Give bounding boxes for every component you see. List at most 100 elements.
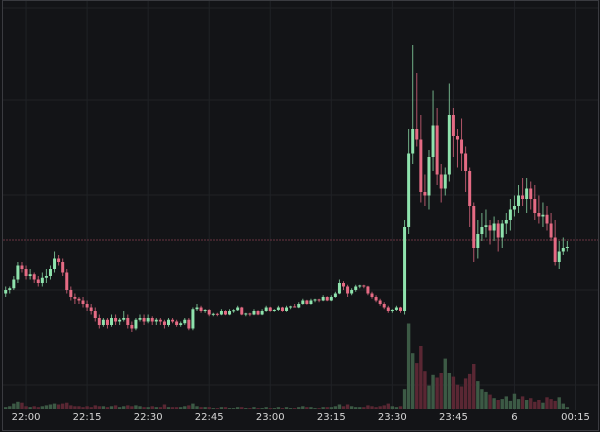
candle-body xyxy=(390,309,394,311)
volume-bar xyxy=(105,407,110,409)
volume-bar xyxy=(81,407,85,409)
volume-bar xyxy=(134,405,138,409)
candle xyxy=(415,73,419,147)
candle xyxy=(549,213,553,241)
candle-body xyxy=(350,290,354,294)
candle xyxy=(61,258,65,276)
candle-body xyxy=(203,309,207,311)
candle-body xyxy=(272,309,276,311)
volume-bar xyxy=(398,406,403,409)
candle-body xyxy=(93,311,97,318)
candle xyxy=(85,300,89,311)
candle xyxy=(394,305,398,311)
candle xyxy=(167,318,170,327)
volume-bar xyxy=(60,403,65,409)
candle-body xyxy=(211,313,215,315)
grid-lines xyxy=(3,0,598,410)
volume-bar xyxy=(386,403,390,409)
volume-bar xyxy=(329,407,333,409)
candle-body xyxy=(403,227,407,311)
volume-bar xyxy=(24,406,28,409)
x-tick-label: 22:45 xyxy=(195,412,224,423)
candle-body xyxy=(236,307,240,311)
candle xyxy=(561,237,565,255)
candle xyxy=(484,209,488,238)
volume-bar xyxy=(419,346,423,409)
candle xyxy=(252,309,256,316)
candle-body xyxy=(20,265,24,269)
candle-body xyxy=(382,304,386,308)
candle-body xyxy=(508,209,512,220)
candle-body xyxy=(439,174,443,189)
volume-bar xyxy=(390,406,395,409)
candle-body xyxy=(256,311,260,315)
candle xyxy=(122,311,126,322)
candle-body xyxy=(150,318,154,322)
volume-bar xyxy=(65,402,69,409)
candle xyxy=(187,318,191,331)
candle xyxy=(342,281,346,290)
candle-body xyxy=(366,286,370,294)
candle-body xyxy=(325,297,329,301)
candle xyxy=(443,167,447,196)
candle-body xyxy=(40,277,44,283)
volume-bar xyxy=(476,381,480,409)
volume-bar xyxy=(415,363,419,409)
volume-bar xyxy=(12,403,16,409)
candle xyxy=(455,129,459,168)
candles xyxy=(4,45,569,332)
candle xyxy=(32,272,36,283)
candle-body xyxy=(484,225,488,227)
volume-bar xyxy=(113,405,118,409)
candle xyxy=(382,302,386,310)
candle xyxy=(350,288,354,296)
volume-bar xyxy=(162,404,167,409)
candle-body xyxy=(171,319,175,322)
volume-bar xyxy=(170,407,175,409)
volume-bar xyxy=(370,406,374,409)
volume-bar xyxy=(333,406,338,409)
candle xyxy=(366,285,370,296)
volume-bar xyxy=(272,408,277,409)
candle xyxy=(8,286,12,294)
volume-bar xyxy=(561,403,565,409)
candle xyxy=(468,167,472,227)
time-axis[interactable]: 22:00 22:15 22:30 22:45 23:00 23:15 23:30 23:45… xyxy=(12,412,590,423)
candle-body xyxy=(561,248,565,252)
volume-bar xyxy=(545,397,549,409)
candle xyxy=(256,310,260,316)
candle-body xyxy=(53,258,57,269)
candle xyxy=(476,220,480,259)
candle-body xyxy=(276,307,280,310)
volume-bar xyxy=(451,376,456,409)
candle-body xyxy=(61,262,65,273)
volume-bar xyxy=(69,405,73,409)
candle xyxy=(89,304,93,315)
candle xyxy=(346,284,350,297)
candle-body xyxy=(244,313,248,315)
volume-bar xyxy=(28,407,32,409)
volume-bar xyxy=(508,400,513,409)
candle-body xyxy=(549,223,553,238)
volume-bar xyxy=(138,406,142,409)
volume-bar xyxy=(154,407,158,409)
volume-bar xyxy=(402,389,407,409)
candle xyxy=(537,195,541,224)
candle xyxy=(492,216,496,241)
volume-bar xyxy=(150,406,154,409)
candle-body xyxy=(240,307,244,315)
volume-bar xyxy=(358,407,362,409)
candle-body xyxy=(553,237,557,262)
candle-body xyxy=(545,214,549,224)
volume-bar xyxy=(317,408,321,409)
volume-bar xyxy=(187,405,191,409)
candle-body xyxy=(301,300,305,304)
volume-bar xyxy=(268,408,272,409)
candle-body xyxy=(305,300,309,304)
candle xyxy=(110,314,114,327)
candle-body xyxy=(529,188,533,199)
candle-body xyxy=(207,309,211,315)
candle-body xyxy=(492,223,496,231)
volume-bar xyxy=(195,406,199,409)
